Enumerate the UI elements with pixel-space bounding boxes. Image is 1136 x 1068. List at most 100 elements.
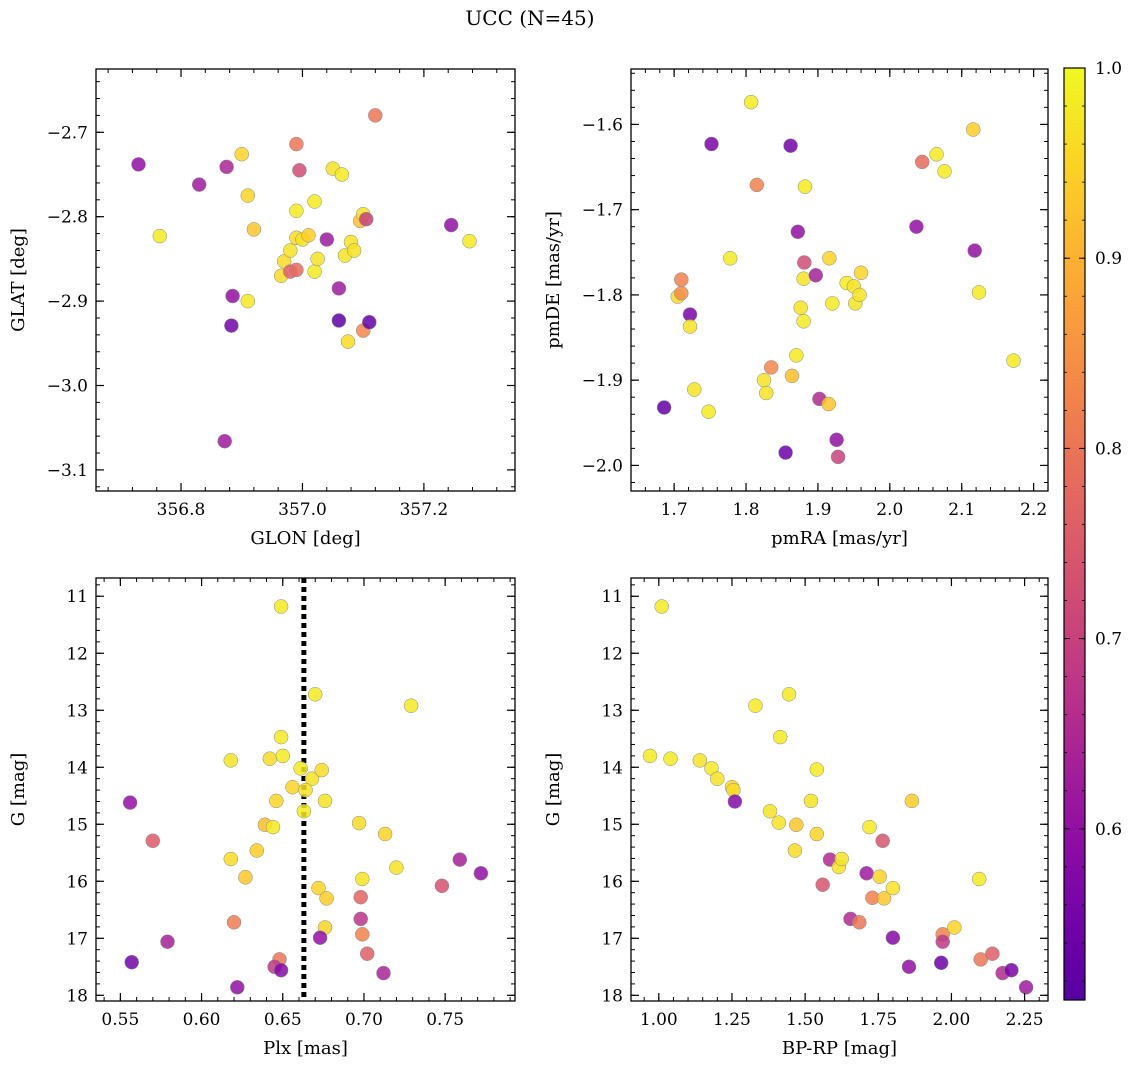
scatter-point	[219, 159, 234, 175]
scatter-point	[933, 955, 949, 971]
scatter-point	[319, 891, 334, 906]
x-tick-label: 0.65	[264, 1010, 302, 1030]
scatter-point	[443, 217, 459, 233]
scatter-point	[937, 164, 952, 179]
scatter-point	[852, 287, 867, 303]
scatter-point	[319, 232, 335, 247]
scatter-point	[160, 934, 175, 949]
scatter-point	[784, 368, 800, 384]
scatter-point	[876, 891, 892, 906]
scatter-point	[682, 319, 698, 334]
scatter-point	[275, 748, 291, 764]
x-tick-label: 1.75	[859, 1010, 897, 1030]
scatter-point	[762, 803, 778, 819]
scatter-point	[1004, 962, 1019, 978]
y-tick-label: 17	[601, 929, 623, 949]
scatter-point	[797, 255, 812, 270]
scatter-point	[473, 866, 489, 881]
scatter-point	[351, 815, 367, 831]
scatter-point	[262, 751, 278, 766]
scatter-point	[403, 698, 419, 713]
scatter-point	[822, 251, 837, 266]
scatter-point	[340, 334, 356, 349]
scatter-point	[289, 136, 304, 152]
scatter-point	[656, 400, 672, 415]
scatter-point	[935, 934, 950, 949]
y-tick-label: 15	[66, 815, 88, 835]
x-tick-label: 0.70	[345, 1010, 383, 1030]
scatter-point	[293, 761, 308, 776]
x-tick-label: 1.00	[640, 1010, 678, 1030]
scatter-point	[853, 265, 869, 281]
scatter-point	[821, 396, 836, 412]
y-tick-label: −2.0	[582, 456, 623, 476]
x-tick-label: 2.0	[876, 500, 903, 520]
scatter-point	[296, 803, 312, 819]
scatter-point	[238, 870, 253, 885]
scatter-point	[674, 285, 689, 301]
scatter-point	[124, 954, 139, 970]
scatter-point	[687, 382, 702, 397]
scatter-point	[796, 314, 811, 329]
x-tick-label: 1.50	[786, 1010, 824, 1030]
scatter-point	[710, 771, 725, 786]
scatter-point	[872, 869, 887, 884]
scatter-point	[797, 179, 813, 194]
scatter-point	[830, 449, 846, 465]
scatter-point	[825, 296, 840, 311]
scatter-point	[815, 877, 830, 892]
scatter-point	[452, 852, 468, 867]
scatter-point	[131, 157, 146, 172]
scatter-point	[359, 946, 375, 961]
y-tick-label: 14	[66, 758, 88, 778]
x-tick-label: 0.55	[101, 1010, 139, 1030]
scatter-point	[692, 753, 708, 768]
scatter-point	[749, 177, 765, 193]
panel-bprp-g: 1.00 1.25 1.50 1.75 2.00 2.25 11 12 13 14 15 16 17 18…	[543, 577, 1049, 1059]
scatter-point	[240, 188, 256, 203]
scatter-point	[701, 404, 716, 419]
scatter-point	[704, 136, 719, 152]
scatter-point	[1006, 353, 1021, 368]
x-axis-label: Plx [mas]	[263, 1038, 348, 1059]
scatter-point	[223, 851, 239, 867]
scatter-point	[885, 880, 901, 896]
x-tick-label: 356.8	[157, 500, 206, 520]
scatter-point	[781, 687, 797, 702]
scatter-point	[722, 251, 738, 266]
scatter-point	[803, 793, 819, 809]
scatter-point	[314, 762, 329, 778]
scatter-point	[771, 815, 787, 830]
scatter-point	[223, 753, 239, 768]
scatter-point	[298, 782, 313, 798]
scatter-point	[273, 729, 289, 745]
x-tick-label: 1.7	[661, 500, 688, 520]
scatter-point	[885, 930, 901, 945]
scatter-point	[273, 962, 289, 978]
scatter-point	[224, 318, 239, 333]
scatter-point	[971, 871, 987, 887]
scatter-point	[301, 228, 316, 243]
scatter-point	[790, 224, 806, 240]
scatter-point	[331, 281, 347, 296]
scatter-point	[829, 432, 844, 448]
y-tick-label: 11	[66, 587, 88, 607]
scatter-point	[758, 385, 774, 401]
scatter-point	[307, 194, 322, 209]
y-tick-label: 13	[66, 701, 88, 721]
scatter-point	[852, 915, 867, 930]
colorbar-gradient	[1063, 67, 1086, 1001]
y-axis-label: G [mag]	[8, 753, 29, 826]
panel-plx-g: 0.55 0.60 0.65 0.70 0.75 11 12 13 14 15 16 17 18 Plx …	[8, 577, 516, 1059]
scatter-point	[389, 860, 404, 875]
scatter-point	[152, 228, 168, 244]
axes-frame	[95, 577, 516, 1002]
scatter-point	[334, 167, 350, 182]
scatter-point	[748, 698, 763, 713]
x-tick-label: 357.0	[278, 500, 327, 520]
scatter-point	[307, 264, 322, 279]
x-tick-label: 0.60	[183, 1010, 221, 1030]
y-axis-label: G [mag]	[543, 753, 564, 826]
colorbar-tick-label: 1.0	[1095, 59, 1122, 79]
scatter-point	[353, 889, 368, 905]
